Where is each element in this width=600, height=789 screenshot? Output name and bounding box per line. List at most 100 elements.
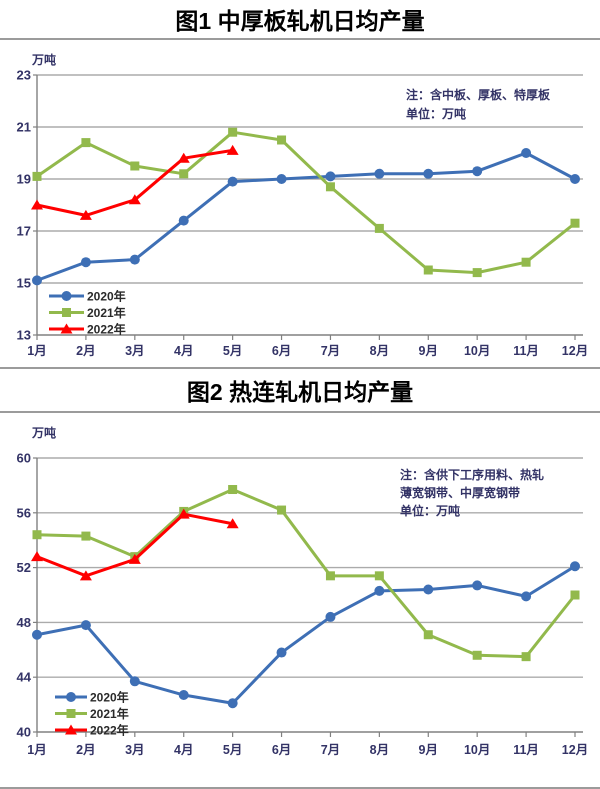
x-tick-label: 3月 [125, 344, 144, 358]
data-point-2020年 [423, 584, 434, 595]
data-point-2020年 [472, 166, 483, 177]
data-point-2021年 [521, 652, 531, 662]
data-point-2020年 [227, 176, 238, 187]
y-tick-label: 56 [17, 505, 31, 520]
y-tick-label: 40 [17, 725, 31, 740]
legend-marker-2021年 [66, 709, 76, 718]
data-point-2020年 [80, 257, 91, 268]
data-point-2022年 [79, 570, 92, 581]
series-line-2020年 [35, 151, 577, 282]
legend-marker-2021年 [62, 308, 71, 317]
data-point-2021年 [81, 531, 91, 541]
legend-marker-2020年 [61, 291, 72, 301]
legend-marker-2022年 [60, 323, 73, 334]
series-line-2021年 [35, 488, 577, 659]
data-point-2021年 [374, 571, 384, 581]
data-point-2020年 [129, 676, 140, 687]
chart2-title-text: 图2 热连轧机日均产量 [186, 379, 414, 405]
data-point-2021年 [570, 218, 580, 228]
x-tick-label: 2月 [76, 344, 95, 358]
x-tick-label: 10月 [464, 743, 490, 757]
x-tick-label: 3月 [125, 743, 144, 757]
y-tick-label: 44 [17, 670, 32, 685]
data-point-2022年 [31, 199, 43, 210]
x-tick-label: 6月 [272, 743, 291, 757]
series-line-2020年 [35, 564, 577, 705]
series-line-2021年 [35, 130, 577, 275]
chart1-canvas: 万吨 13 15 17 19 21 23 1月 2月 3月 4月 5月 6月 7月 8月 9月 10月 11月 12… [17, 52, 589, 358]
legend-marker-2022年 [65, 724, 77, 735]
data-point-2020年 [374, 585, 385, 596]
chart-note-line: 注：含供下工序用料、热轧 [400, 467, 544, 482]
data-point-2020年 [32, 275, 42, 286]
x-tick-label: 12月 [562, 743, 588, 757]
data-point-2020年 [178, 215, 189, 226]
data-point-2022年 [79, 209, 92, 220]
data-point-2021年 [325, 182, 335, 192]
x-tick-label: 2月 [76, 743, 95, 757]
chart-note-line: 单位：万吨 [406, 106, 466, 121]
data-point-2020年 [472, 580, 483, 591]
x-tick-label: 9月 [419, 743, 438, 757]
data-point-2020年 [80, 620, 91, 631]
data-point-2021年 [423, 265, 433, 275]
data-point-2020年 [276, 647, 287, 658]
y-tick-label: 52 [17, 560, 31, 575]
data-point-2020年 [521, 591, 532, 602]
series-line-2022年 [35, 512, 235, 578]
chart-note-line: 注：含中板、厚板、特厚板 [406, 87, 551, 102]
data-point-2020年 [521, 148, 532, 158]
chart2-canvas: 万吨 40 44 48 52 56 60 1月 2月 3月 4月 5月 6月 7月 8月 9月 10月 11月 12… [17, 425, 589, 757]
chart-note-line: 薄宽钢带、中厚宽钢带 [400, 485, 520, 500]
data-point-2021年 [325, 571, 335, 581]
data-point-2020年 [276, 174, 287, 184]
x-tick-label: 1月 [27, 743, 46, 757]
y-tick-label: 13 [17, 328, 31, 343]
data-point-2020年 [374, 168, 385, 179]
x-tick-label: 5月 [223, 344, 242, 358]
chart1-title: 图1 中厚板轧机日均产量 [0, 0, 600, 40]
x-tick-label: 7月 [321, 344, 340, 358]
x-tick-label: 8月 [370, 743, 389, 757]
data-point-2021年 [130, 161, 140, 171]
data-point-2020年 [129, 254, 140, 265]
x-tick-label: 4月 [174, 743, 193, 757]
x-tick-label: 8月 [370, 344, 389, 358]
data-point-2022年 [226, 144, 239, 155]
data-point-2021年 [179, 169, 189, 179]
y-axis-unit-label: 万吨 [31, 425, 56, 440]
data-point-2022年 [128, 194, 141, 205]
data-point-2021年 [472, 268, 482, 278]
x-tick-label: 11月 [513, 743, 539, 757]
data-point-2021年 [374, 223, 384, 233]
x-tick-label: 12月 [562, 344, 588, 358]
data-point-2020年 [570, 561, 580, 572]
data-point-2022年 [31, 551, 43, 562]
data-point-2020年 [227, 698, 238, 709]
chart1-figure: 万吨 13 15 17 19 21 23 1月 2月 3月 4月 5月 6月 7月 8月 9月 10月 11月 12… [0, 42, 600, 369]
x-tick-label: 6月 [272, 344, 291, 358]
data-point-2021年 [277, 505, 287, 515]
data-point-2020年 [32, 629, 42, 640]
legend-label-2021年: 2021年 [90, 706, 129, 721]
data-point-2021年 [423, 630, 433, 640]
data-point-2020年 [178, 690, 189, 701]
legend-label-2022年: 2022年 [90, 723, 129, 738]
data-point-2020年 [570, 174, 580, 184]
x-tick-label: 4月 [174, 344, 193, 358]
data-point-2022年 [177, 508, 190, 519]
legend-marker-2020年 [66, 692, 76, 702]
y-axis-unit-label: 万吨 [31, 52, 56, 67]
data-point-2021年 [228, 485, 238, 495]
data-point-2022年 [177, 152, 190, 163]
data-point-2021年 [472, 650, 482, 660]
data-point-2021年 [32, 171, 42, 181]
legend-label-2022年: 2022年 [87, 322, 126, 337]
y-tick-label: 17 [17, 224, 31, 239]
chart2-title: 图2 热连轧机日均产量 [0, 369, 600, 413]
y-tick-label: 48 [17, 615, 31, 630]
data-point-2020年 [325, 171, 336, 182]
data-point-2021年 [277, 135, 287, 145]
x-tick-label: 10月 [464, 344, 490, 358]
